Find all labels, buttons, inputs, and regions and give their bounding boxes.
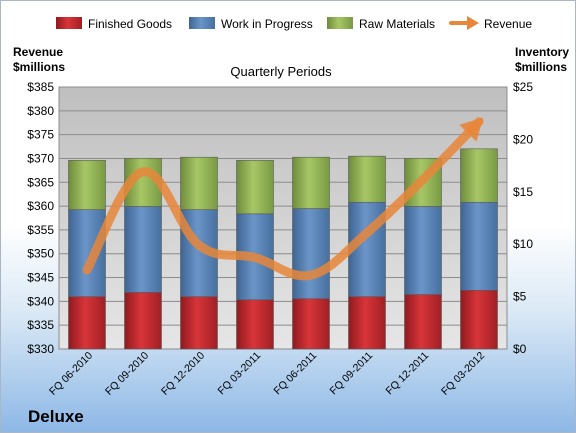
revenue-series-line xyxy=(82,117,484,281)
bar-work-in-progress xyxy=(124,206,162,293)
left-tick-label: $370 xyxy=(27,151,54,165)
legend-swatch-revenue xyxy=(449,16,479,30)
legend-label-finished-goods: Finished Goods xyxy=(88,17,172,31)
bar-raw-materials xyxy=(348,155,386,203)
bar-finished-goods xyxy=(124,292,162,350)
bar-raw-materials xyxy=(68,160,106,210)
bar-finished-goods xyxy=(292,298,330,350)
bar-work-in-progress xyxy=(292,208,330,299)
left-axis-label-line1: Revenue xyxy=(13,45,63,59)
category-label: FQ 06-2010 xyxy=(47,350,95,398)
company-name: Deluxe xyxy=(28,407,84,426)
bar-finished-goods xyxy=(348,296,386,350)
bar-raw-materials xyxy=(180,156,218,210)
left-tick-label: $375 xyxy=(27,128,54,142)
right-axis-label-line2: $millions xyxy=(515,60,567,74)
category-label: FQ 09-2010 xyxy=(103,350,151,398)
revenue-line xyxy=(82,117,484,281)
category-label: FQ 12-2010 xyxy=(159,350,207,398)
right-tick-label: $15 xyxy=(513,185,533,199)
bar-finished-goods xyxy=(460,290,498,350)
bar-finished-goods xyxy=(404,294,442,350)
left-tick-label: $355 xyxy=(27,223,54,237)
right-tick-label: $10 xyxy=(513,237,533,251)
left-tick-label: $340 xyxy=(27,294,54,308)
legend-label-revenue: Revenue xyxy=(484,17,532,31)
chart-title: Quarterly Periods xyxy=(230,64,332,79)
category-label: FQ 03-2011 xyxy=(216,350,264,398)
bar-raw-materials xyxy=(292,156,330,209)
right-tick-label: $5 xyxy=(513,290,527,304)
left-tick-label: $360 xyxy=(27,199,54,213)
revenue-arrowhead xyxy=(459,117,484,142)
legend: Finished Goods Work in Progress Raw Mate… xyxy=(56,16,532,31)
legend-swatch-finished-goods xyxy=(56,17,82,29)
right-tick-label: $25 xyxy=(513,80,533,94)
legend-label-raw-materials: Raw Materials xyxy=(359,17,435,31)
category-label: FQ 03-2012 xyxy=(439,350,487,398)
category-label: FQ 12-2011 xyxy=(384,350,432,398)
left-axis-label-line2: $millions xyxy=(13,60,65,74)
category-label: FQ 09-2011 xyxy=(328,350,376,398)
legend-swatch-raw-materials xyxy=(327,17,353,29)
right-tick-label: $20 xyxy=(513,132,533,146)
category-label: FQ 06-2011 xyxy=(272,350,320,398)
right-tick-label: $0 xyxy=(513,342,527,356)
left-tick-label: $365 xyxy=(27,175,54,189)
bar-work-in-progress xyxy=(460,201,498,291)
left-tick-label: $345 xyxy=(27,271,54,285)
bar-raw-materials xyxy=(236,160,274,215)
left-tick-label: $335 xyxy=(27,318,54,332)
bar-finished-goods xyxy=(180,296,218,350)
legend-swatch-work-in-progress xyxy=(189,17,215,29)
left-tick-label: $380 xyxy=(27,104,54,118)
left-tick-label: $330 xyxy=(27,342,54,356)
right-axis-label-line1: Inventory xyxy=(515,45,569,59)
bar-finished-goods xyxy=(236,299,274,350)
left-tick-label: $385 xyxy=(27,80,54,94)
left-tick-label: $350 xyxy=(27,247,54,261)
bar-work-in-progress xyxy=(404,206,442,295)
bar-work-in-progress xyxy=(68,209,106,297)
bar-raw-materials xyxy=(460,148,498,203)
legend-label-work-in-progress: Work in Progress xyxy=(221,17,313,31)
bar-finished-goods xyxy=(68,296,106,350)
